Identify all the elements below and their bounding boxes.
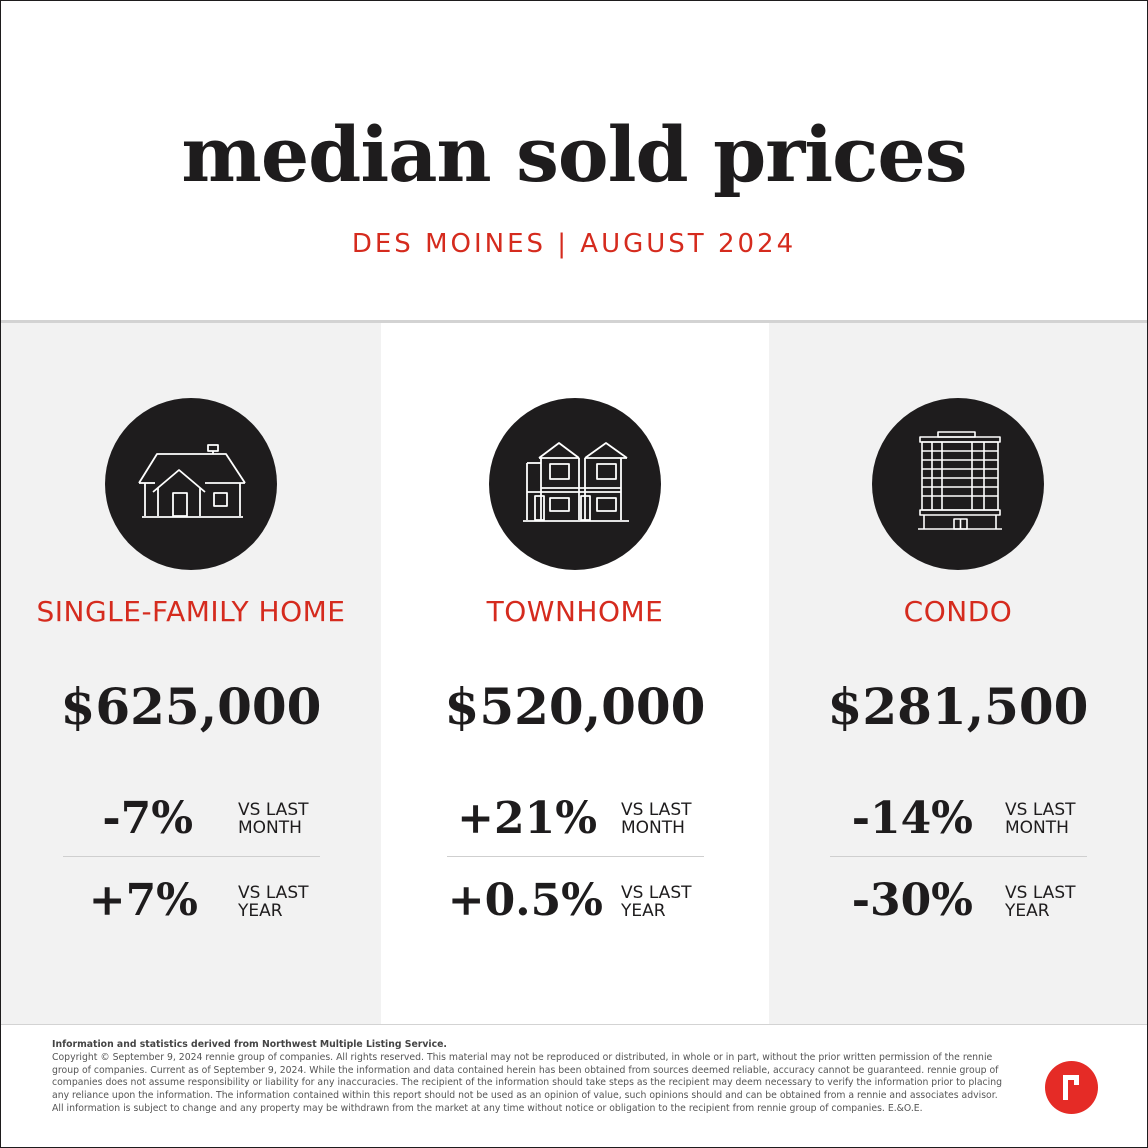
year-change-label: VS LAST YEAR [621,883,692,921]
year-change-label: VS LAST YEAR [238,883,309,921]
category-label: SINGLE-FAMILY HOME [36,595,346,628]
month-change-label: VS LAST MONTH [238,800,309,838]
month-change-label: VS LAST MONTH [1005,800,1076,838]
month-change-value: +21% [457,793,597,844]
category-panel-single-family: SINGLE-FAMILY HOME $625,000 -7% VS LAST … [1,323,381,1024]
year-change: +0.5% [441,871,603,931]
category-panel-townhome: TOWNHOME $520,000 +21% VS LAST MONTH +0.… [381,323,769,1024]
month-change-label: VS LAST MONTH [621,800,692,838]
header: median sold prices DES MOINES | AUGUST 2… [1,1,1147,321]
median-price: $625,000 [60,677,322,736]
year-change-value: -30% [851,875,973,926]
page-subtitle: DES MOINES | AUGUST 2024 [351,229,797,259]
median-price: $520,000 [444,677,706,736]
footer-disclaimer: Information and statistics derived from … [52,1039,1007,1116]
month-change: +21% [441,789,597,849]
rennie-logo-icon [1045,1061,1098,1114]
stat-divider [447,856,704,857]
page-title: median sold prices [181,110,967,199]
stat-divider [63,856,320,857]
month-change: -7% [61,789,193,849]
month-change-value: -7% [102,793,193,844]
header-divider [1,320,1147,323]
house-icon [105,398,277,570]
footer-divider [1,1024,1147,1025]
year-change: +7% [61,871,198,931]
townhome-icon [489,398,661,570]
footer-source: Information and statistics derived from … [52,1039,447,1050]
category-panel-condo: CONDO $281,500 -14% VS LAST MONTH -30% V… [769,323,1147,1024]
month-change: -14% [829,789,973,849]
category-label: TOWNHOME [486,595,664,628]
year-change-label: VS LAST YEAR [1005,883,1076,921]
month-change-value: -14% [851,793,973,844]
footer-copyright: Copyright © September 9, 2024 rennie gro… [52,1051,1003,1114]
condo-building-icon [872,398,1044,570]
median-price: $281,500 [827,677,1089,736]
year-change-value: +0.5% [447,875,603,926]
year-change: -30% [829,871,973,931]
year-change-value: +7% [88,875,198,926]
stat-divider [830,856,1087,857]
category-label: CONDO [903,595,1013,628]
